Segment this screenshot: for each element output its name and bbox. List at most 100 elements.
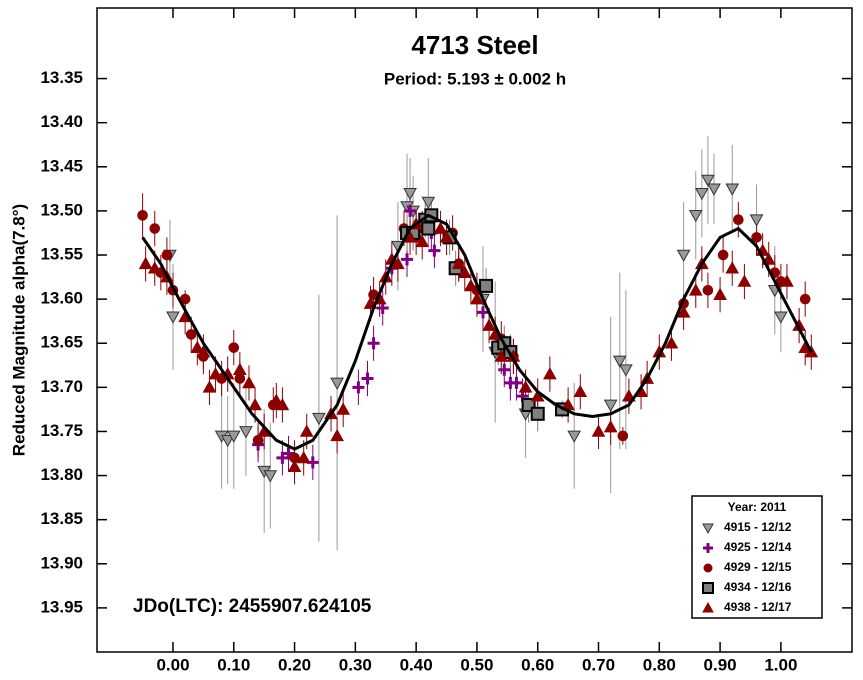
data-point <box>573 384 588 398</box>
legend-marker <box>702 601 714 613</box>
x-tick-label: 0.10 <box>217 655 250 674</box>
data-point <box>330 377 344 390</box>
data-point <box>676 305 691 318</box>
data-point <box>391 256 405 270</box>
y-tick-label: 13.55 <box>40 244 83 263</box>
chart-subtitle: Period: 5.193 ± 0.002 h <box>384 69 566 88</box>
data-point <box>220 434 235 448</box>
data-point <box>688 283 703 296</box>
data-point <box>479 278 494 293</box>
data-point <box>263 470 278 483</box>
data-point <box>421 221 436 236</box>
data-point <box>567 430 582 443</box>
data-point <box>367 337 380 350</box>
data-point <box>196 345 211 358</box>
data-point <box>275 397 290 411</box>
x-tick-label: 0.80 <box>643 655 676 674</box>
data-point <box>457 265 472 278</box>
data-point <box>439 230 454 243</box>
x-tick-label: 0.50 <box>460 655 493 674</box>
legend-label: 4929 - 12/15 <box>724 560 792 574</box>
data-point <box>161 249 173 261</box>
legend-title: Year: 2011 <box>728 500 787 514</box>
data-point <box>202 380 217 393</box>
y-tick-label: 13.40 <box>40 112 83 131</box>
x-tick-label: 0.00 <box>156 655 189 674</box>
data-point <box>603 420 618 433</box>
data-point <box>276 451 289 464</box>
y-tick-label: 13.45 <box>40 156 83 175</box>
y-tick-label: 13.35 <box>40 68 83 87</box>
data-point <box>725 261 740 274</box>
y-tick-label: 13.85 <box>40 509 83 528</box>
data-point <box>707 183 721 196</box>
data-point <box>361 372 374 385</box>
y-tick-label: 13.50 <box>40 200 83 219</box>
x-tick-label: 0.40 <box>400 655 433 674</box>
data-point <box>287 459 302 473</box>
legend-label: 4938 - 12/17 <box>724 600 792 614</box>
data-point <box>695 187 709 201</box>
data-point <box>404 204 417 217</box>
chart-title: 4713 Steel <box>411 30 538 60</box>
data-point <box>299 424 314 437</box>
data-point <box>352 381 365 394</box>
data-point <box>185 329 197 340</box>
data-point <box>269 393 284 406</box>
data-point <box>676 249 691 263</box>
legend: Year: 2011 4915 - 12/12 4925 - 12/14 4929 -… <box>691 495 823 619</box>
data-point <box>733 214 744 226</box>
data-point <box>477 306 490 319</box>
legend-marker <box>702 582 714 594</box>
data-point <box>433 221 448 234</box>
data-point <box>688 210 703 223</box>
data-point <box>725 183 740 196</box>
data-point <box>717 249 729 261</box>
data-point <box>336 402 351 415</box>
annotation: JDo(LTC): 2455907.624105 <box>133 596 372 617</box>
data-point <box>138 256 153 270</box>
fit-curve <box>141 213 813 451</box>
data-point <box>226 430 241 443</box>
legend-marker <box>702 523 714 535</box>
y-tick-label: 13.65 <box>40 333 83 352</box>
data-point <box>137 210 148 221</box>
legend-label: 4915 - 12/12 <box>724 520 792 534</box>
data-point <box>510 376 523 389</box>
data-point <box>701 174 715 188</box>
data-point <box>612 355 627 368</box>
data-point <box>799 293 811 305</box>
x-tick-label: 0.70 <box>582 655 615 674</box>
data-point <box>234 373 246 384</box>
data-point <box>482 318 496 331</box>
data-point <box>428 244 441 257</box>
x-tick-label: 0.30 <box>339 655 372 674</box>
data-point <box>233 362 247 375</box>
data-point <box>149 223 161 234</box>
data-point <box>147 261 162 274</box>
legend-label: 4925 - 12/14 <box>724 540 792 554</box>
data-point <box>498 363 511 376</box>
data-point <box>464 278 478 292</box>
data-point <box>421 196 436 210</box>
y-tick-label: 13.80 <box>40 465 83 484</box>
data-point <box>751 232 762 243</box>
data-point <box>737 274 752 287</box>
data-point <box>415 234 430 248</box>
data-point <box>543 367 557 380</box>
data-point <box>702 285 714 296</box>
y-tick-label: 13.90 <box>40 553 83 572</box>
y-axis-label: Reduced Magnitude alpha(7.8°) <box>9 204 28 456</box>
x-tick-label: 0.60 <box>521 655 554 674</box>
x-tick-label: 0.90 <box>704 655 737 674</box>
data-point <box>296 450 311 464</box>
y-tick-label: 13.75 <box>40 421 83 440</box>
data-point <box>780 274 794 287</box>
data-point <box>494 349 509 362</box>
data-point <box>530 406 545 421</box>
plot-frame <box>96 7 853 653</box>
legend-label: 4934 - 12/16 <box>724 580 792 594</box>
data-point <box>252 434 264 446</box>
x-tick-label: 0.20 <box>278 655 311 674</box>
